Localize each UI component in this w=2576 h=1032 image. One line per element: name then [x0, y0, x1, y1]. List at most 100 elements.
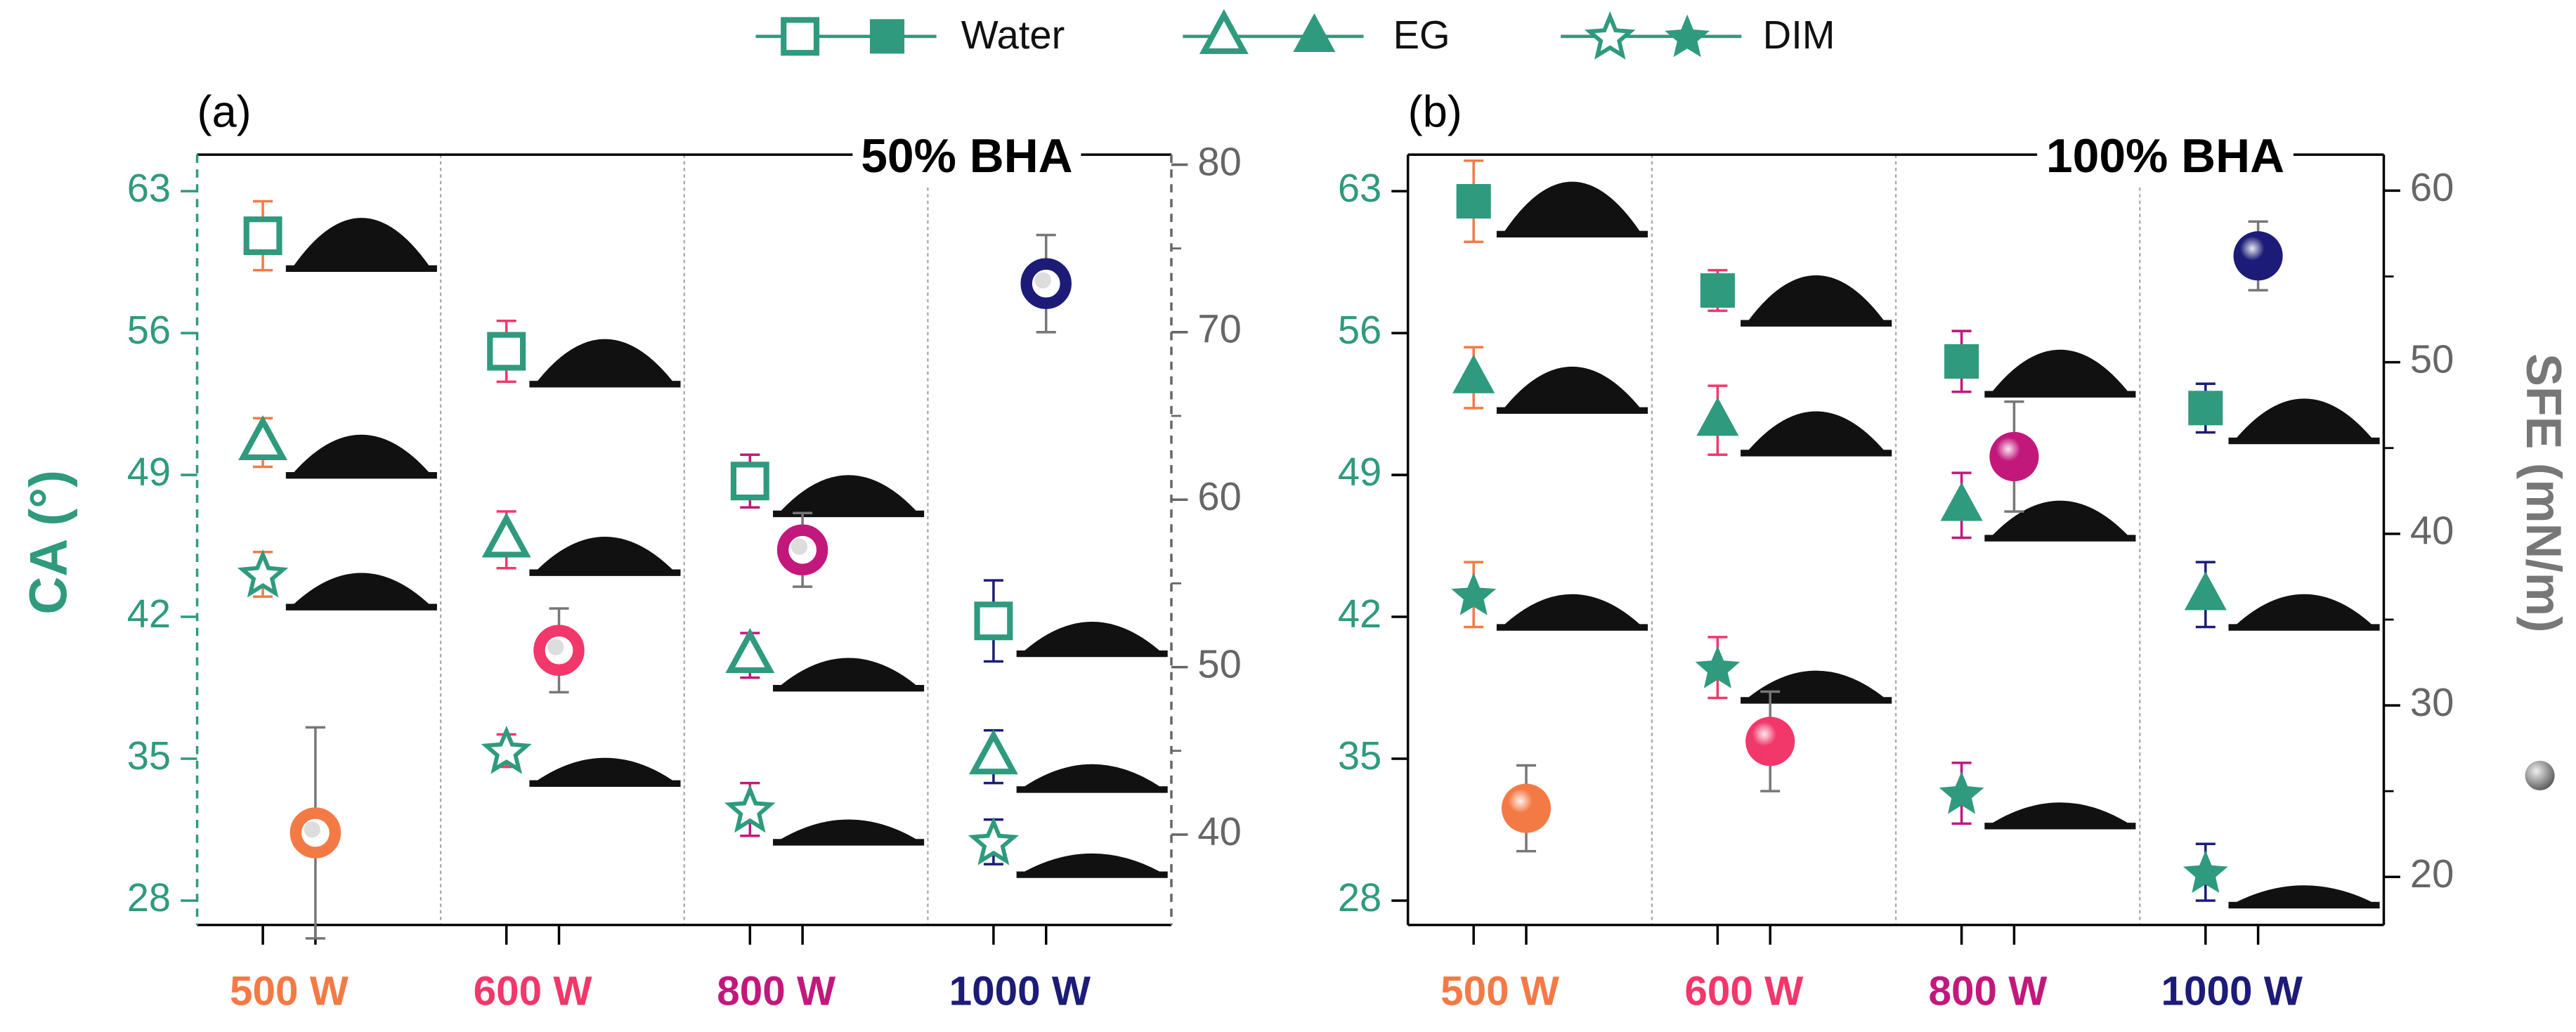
droplet-image — [773, 819, 925, 846]
square-marker — [487, 332, 526, 371]
legend-label: DIM — [1763, 13, 1835, 57]
triangle-marker — [1452, 354, 1495, 393]
panel-title: 100% BHA — [2046, 130, 2284, 183]
droplet-image — [529, 537, 681, 576]
square-marker — [243, 216, 282, 256]
star-marker — [1584, 11, 1636, 60]
droplet-image — [1496, 366, 1648, 414]
droplet-image — [285, 218, 437, 272]
x-tick-label: 600 W — [1684, 968, 1804, 1014]
title-background — [852, 122, 1081, 188]
y-tick-label: 49 — [127, 450, 171, 494]
square-marker — [1456, 183, 1491, 219]
sfe-highlight — [1745, 717, 1795, 766]
panel-label: (b) — [1408, 88, 1462, 137]
y2-tick-label: 20 — [2410, 851, 2454, 896]
x-tick-label: 1000 W — [949, 968, 1091, 1014]
droplet-image — [2228, 885, 2380, 909]
triangle-marker — [1293, 13, 1336, 53]
sfe-highlight — [2233, 231, 2283, 281]
sfe-highlight — [1989, 431, 2039, 482]
droplet-image — [529, 339, 681, 388]
y-tick-label: 63 — [127, 166, 171, 210]
triangle-marker — [1940, 482, 1983, 521]
y2-tick-label: 50 — [1197, 641, 1241, 686]
sfe-highlight — [1501, 783, 1552, 833]
star-marker — [1939, 771, 1984, 814]
square-marker — [1700, 273, 1735, 308]
droplet-image — [1016, 622, 1168, 658]
y-tick-label: 56 — [1338, 308, 1381, 352]
droplet-image — [1741, 275, 1892, 327]
square-marker — [781, 17, 820, 56]
y-tick-label: 56 — [127, 308, 171, 352]
y2-axis-label: SFE (mN/m) — [2516, 353, 2571, 632]
triangle-marker — [2184, 571, 2227, 610]
y2-tick-label: 30 — [2410, 680, 2454, 724]
sfe-highlight — [791, 538, 808, 555]
star-marker — [481, 726, 532, 774]
triangle-marker — [481, 512, 531, 558]
square-marker — [974, 601, 1013, 641]
droplet-image — [285, 573, 437, 610]
panel-label: (a) — [197, 88, 252, 137]
y-tick-label: 28 — [127, 875, 171, 920]
droplet-image — [773, 658, 925, 692]
x-tick-label: 500 W — [1440, 968, 1560, 1014]
y2-tick-label: 50 — [2410, 337, 2454, 381]
x-tick-label: 1000 W — [2161, 968, 2303, 1014]
y-axis-label: CA (°) — [19, 470, 78, 615]
droplet-image — [1984, 500, 2136, 542]
star-marker — [724, 784, 776, 833]
triangle-marker — [1199, 8, 1249, 54]
droplet-image — [2228, 398, 2380, 445]
x-tick-label: 800 W — [717, 968, 836, 1014]
y-tick-label: 28 — [1338, 875, 1381, 920]
square-marker — [730, 462, 769, 501]
y2-tick-label: 60 — [2410, 165, 2454, 209]
triangle-marker — [725, 627, 775, 674]
star-marker — [237, 549, 289, 598]
y-tick-label: 49 — [1338, 450, 1381, 494]
square-marker — [2188, 391, 2223, 426]
star-marker — [968, 816, 1020, 866]
droplet-image — [1016, 764, 1168, 793]
sphere-icon — [2525, 760, 2555, 790]
droplet-image — [1016, 853, 1168, 878]
y-tick-label: 42 — [1338, 592, 1381, 636]
square-marker — [1944, 344, 1979, 379]
triangle-marker — [1696, 397, 1739, 436]
droplet-image — [1496, 181, 1648, 237]
x-tick-label: 600 W — [474, 968, 593, 1014]
x-tick-label: 500 W — [230, 968, 349, 1014]
star-marker — [2183, 850, 2228, 893]
droplet-image — [773, 475, 925, 518]
y2-tick-label: 60 — [1197, 474, 1241, 518]
y-tick-label: 35 — [127, 733, 171, 778]
star-marker — [1695, 646, 1741, 688]
sfe-highlight — [1034, 272, 1051, 289]
legend-label: Water — [961, 13, 1065, 57]
y2-tick-label: 40 — [2410, 509, 2454, 553]
triangle-marker — [238, 414, 288, 461]
sfe-highlight — [304, 821, 320, 838]
droplet-image — [1741, 411, 1892, 457]
legend-label: EG — [1393, 13, 1450, 57]
y2-tick-label: 70 — [1197, 307, 1241, 351]
x-tick-label: 800 W — [1929, 968, 2048, 1014]
droplet-image — [1496, 594, 1648, 631]
droplet-image — [1741, 670, 1892, 704]
star-marker — [1665, 14, 1710, 58]
droplet-image — [2228, 594, 2380, 631]
star-marker — [1451, 573, 1497, 615]
y-tick-label: 42 — [127, 592, 171, 636]
title-background — [2037, 122, 2294, 188]
sfe-highlight — [547, 639, 564, 655]
y-tick-label: 35 — [1338, 733, 1381, 778]
droplet-image — [1984, 802, 2136, 830]
droplet-image — [1984, 349, 2136, 398]
square-marker — [869, 19, 905, 54]
y-tick-label: 63 — [1338, 166, 1381, 210]
